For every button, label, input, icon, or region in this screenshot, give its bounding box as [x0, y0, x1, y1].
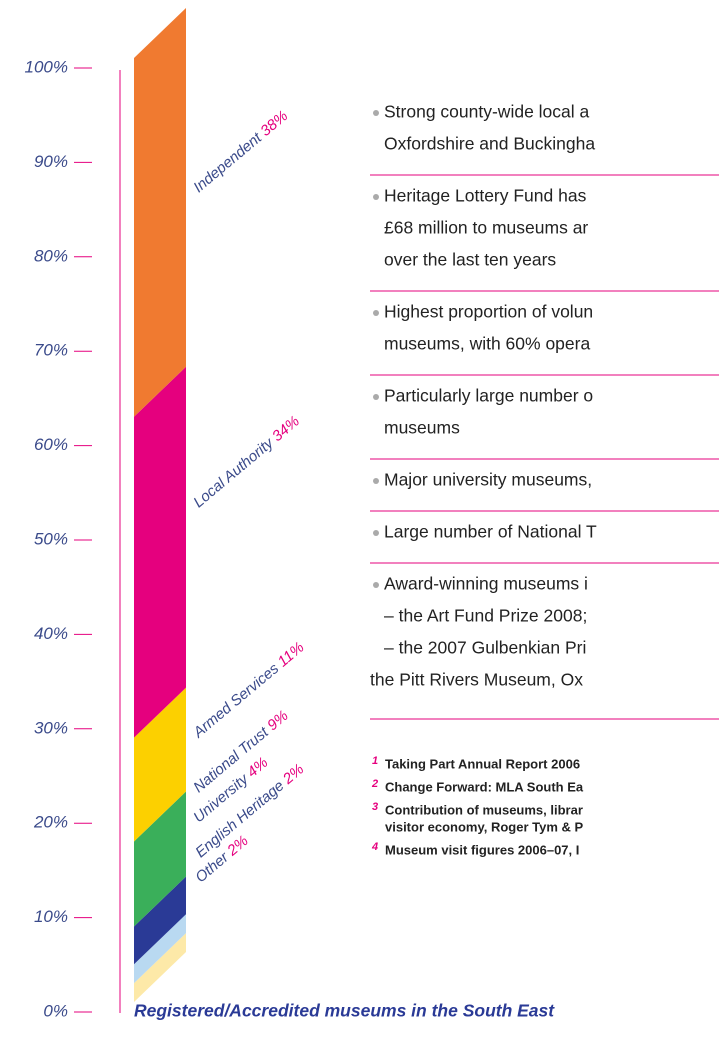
- bar-segment: [134, 366, 186, 738]
- footnote-number: 2: [371, 778, 378, 790]
- segment-label: Armed Services 11%: [189, 639, 307, 742]
- bullet-text: Oxfordshire and Buckingha: [384, 134, 595, 154]
- bullet-text: Highest proportion of volun: [384, 302, 593, 322]
- y-tick-label: 80%: [34, 246, 68, 265]
- y-tick-label: 40%: [34, 624, 68, 643]
- bullet-text: – the Art Fund Prize 2008;: [384, 606, 587, 626]
- footnote-text: visitor economy, Roger Tym & P: [385, 819, 584, 834]
- y-tick-label: 90%: [34, 152, 68, 171]
- bar-segment: [134, 876, 186, 965]
- value-label: 38%: [257, 107, 291, 139]
- value-label: 9%: [264, 707, 292, 734]
- category-name: Local Authority: [190, 434, 278, 511]
- bar-segment: [134, 914, 186, 984]
- bullet-dot: [373, 478, 379, 484]
- bullet-text: Particularly large number o: [384, 386, 593, 406]
- bullet-text: museums: [384, 418, 460, 438]
- y-tick-label: 60%: [34, 435, 68, 454]
- bullet-dot: [373, 530, 379, 536]
- y-tick-label: 20%: [33, 813, 68, 832]
- chart-title: Registered/Accredited museums in the Sou…: [134, 1001, 555, 1021]
- footnote-text: Museum visit figures 2006–07, I: [385, 842, 579, 857]
- value-label: 11%: [274, 639, 307, 671]
- bar-segment: [134, 791, 186, 927]
- y-tick-label: 70%: [34, 341, 68, 360]
- segment-label: Independent 38%: [190, 107, 291, 196]
- bar-segment: [134, 933, 186, 1002]
- value-label: 4%: [244, 754, 272, 781]
- footnote-number: 4: [371, 841, 378, 853]
- bullet-dot: [373, 394, 379, 400]
- y-tick-label: 10%: [34, 907, 68, 926]
- bullet-text: museums, with 60% opera: [384, 334, 590, 354]
- bullet-dot: [373, 310, 379, 316]
- value-label: 2%: [279, 761, 307, 789]
- y-tick-label: 50%: [34, 529, 68, 548]
- footnote-text: Taking Part Annual Report 2006: [385, 756, 580, 771]
- value-label: 34%: [269, 413, 303, 445]
- y-tick-label: 0%: [43, 1001, 68, 1020]
- footnote-text: Contribution of museums, librar: [385, 802, 583, 817]
- bullet-dot: [373, 582, 379, 588]
- bar-segment: [134, 687, 186, 842]
- bullet-text: Major university museums,: [384, 470, 592, 490]
- footnote-number: 3: [372, 801, 378, 813]
- bullet-text: – the 2007 Gulbenkian Pri: [384, 638, 586, 658]
- bullet-text: Large number of National T: [384, 522, 597, 542]
- bullet-text: the Pitt Rivers Museum, Ox: [370, 670, 583, 690]
- footnote-text: Change Forward: MLA South Ea: [385, 779, 584, 794]
- footnote-number: 1: [372, 755, 378, 767]
- bullet-text: Strong county-wide local a: [384, 102, 590, 122]
- bar-segment: [134, 8, 186, 417]
- bullet-text: Award-winning museums i: [384, 574, 588, 594]
- y-tick-label: 30%: [34, 718, 68, 737]
- bullet-text: Heritage Lottery Fund has: [384, 186, 587, 206]
- bullet-text: over the last ten years: [384, 250, 556, 270]
- bullet-dot: [373, 110, 379, 116]
- segment-label: Local Authority 34%: [190, 413, 303, 511]
- category-name: Independent: [190, 129, 265, 196]
- bullet-dot: [373, 194, 379, 200]
- bullet-text: £68 million to museums ar: [384, 218, 588, 238]
- y-tick-label: 100%: [25, 57, 68, 76]
